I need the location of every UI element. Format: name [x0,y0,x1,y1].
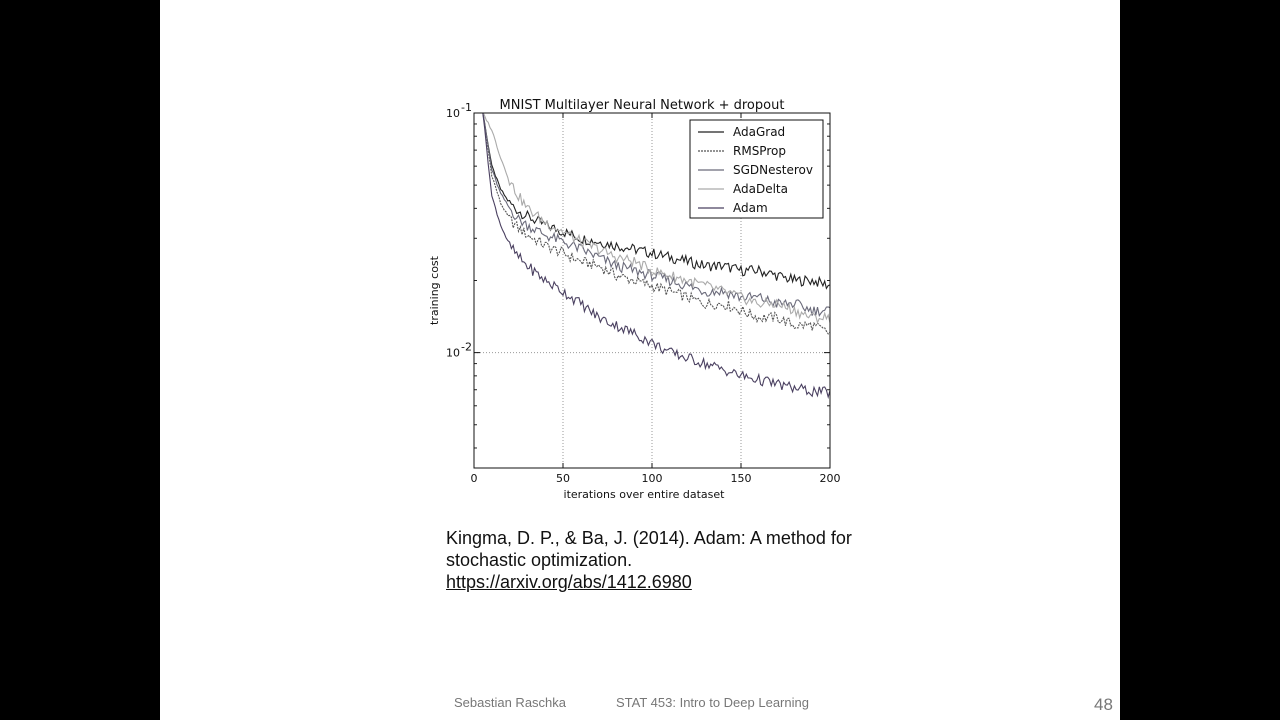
citation: Kingma, D. P., & Ba, J. (2014). Adam: A … [446,527,866,593]
series-line-adam [482,113,830,400]
tick-label-y: 10 [446,107,460,120]
legend-box [689,119,824,219]
tick-label-y-exponent: -2 [461,341,472,354]
legend-label-rmsprop: RMSProp [733,144,786,158]
legend-label-sgdnesterov: SGDNesterov [733,163,813,177]
tick-label-x: 0 [471,472,478,485]
footer-course: STAT 453: Intro to Deep Learning [616,695,809,710]
tick-label-x: 50 [556,472,570,485]
y-axis-label: training cost [428,255,441,325]
chart-title: MNIST Multilayer Neural Network + dropou… [500,98,785,113]
legend-label-adam: Adam [733,201,768,215]
page-number: 48 [1094,695,1113,714]
series-line-adadelta [482,113,830,325]
tick-label-x: 100 [642,472,663,485]
tick-label-y-exponent: -1 [461,101,472,114]
tick-label-x: 200 [820,472,841,485]
citation-text: Kingma, D. P., & Ba, J. (2014). Adam: A … [446,528,852,570]
x-axis-label: iterations over entire dataset [564,488,726,501]
footer-author: Sebastian Raschka [454,695,567,710]
tick-label-x: 150 [731,472,752,485]
legend-label-adagrad: AdaGrad [733,125,785,139]
tick-label-y: 10 [446,347,460,360]
legend-label-adadelta: AdaDelta [733,182,788,196]
citation-link[interactable]: https://arxiv.org/abs/1412.6980 [446,572,692,592]
series-line-rmsprop [482,113,830,335]
slide: 0 50 100 150 200 10 -1 10 -2 MNIST Multilayer Neu… [160,0,1120,720]
